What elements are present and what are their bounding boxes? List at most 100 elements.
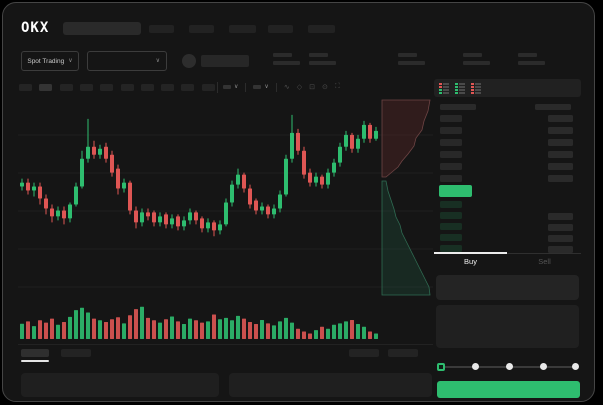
okx-logo[interactable]: OKX xyxy=(21,20,50,36)
book-icon-square xyxy=(439,88,442,91)
last-price-badge[interactable] xyxy=(439,185,472,197)
nav-item-1[interactable] xyxy=(189,25,214,33)
fullscreen-icon[interactable]: ⛶ xyxy=(334,83,340,90)
ticker-stat-2 xyxy=(398,53,425,65)
volume-chart[interactable] xyxy=(18,301,433,341)
slider-dot[interactable] xyxy=(506,363,513,370)
interval-button-7[interactable] xyxy=(161,84,175,91)
bid-amount-2 xyxy=(548,235,573,242)
chart-dropdown-0[interactable]: ∨ xyxy=(223,84,238,90)
bottom-tab-right-0[interactable] xyxy=(349,349,379,357)
book-icon-row xyxy=(455,85,465,88)
tab-sell[interactable]: Sell xyxy=(538,257,551,266)
slider-handle[interactable] xyxy=(437,363,445,371)
slider-dot[interactable] xyxy=(540,363,547,370)
chart-dropdown-1[interactable]: ∨ xyxy=(253,84,269,90)
book-icon-line xyxy=(443,88,449,91)
book-icon-square xyxy=(455,85,458,88)
book-icon-square xyxy=(455,91,458,94)
slider-stop-3[interactable] xyxy=(540,363,547,370)
book-icon-line xyxy=(475,82,481,85)
chart-tool-icons: ∨ ∨ ∿ ◇ ⊡ ⊙ ⛶ xyxy=(223,81,340,93)
interval-button-1[interactable] xyxy=(39,84,53,91)
toolbar-divider xyxy=(275,82,277,92)
interval-button-3[interactable] xyxy=(79,84,93,91)
camera-icon[interactable]: ⊡ xyxy=(309,84,315,91)
market-type-select[interactable]: Spot Trading ∨ xyxy=(21,51,79,71)
bid-price-3[interactable] xyxy=(440,234,462,241)
ticker-stat-1 xyxy=(309,53,336,65)
book-icon-square xyxy=(471,82,474,85)
price-input[interactable] xyxy=(436,275,579,300)
volume-svg xyxy=(20,306,378,339)
book-view-combined-icon[interactable] xyxy=(439,82,449,94)
bid-price-2[interactable] xyxy=(440,223,462,230)
bid-price-1[interactable] xyxy=(440,212,462,219)
interval-button-8[interactable] xyxy=(181,84,195,91)
interval-button-9[interactable] xyxy=(201,84,215,91)
pair-select[interactable]: ∨ xyxy=(87,51,167,71)
ask-price-2[interactable] xyxy=(440,139,462,146)
ask-price-1[interactable] xyxy=(440,127,462,134)
buy-tab-underline xyxy=(434,252,507,254)
nav-item-0[interactable] xyxy=(149,25,174,33)
tab-buy[interactable]: Buy xyxy=(464,257,477,266)
interval-button-0[interactable] xyxy=(19,84,32,91)
book-view-bids-icon[interactable] xyxy=(455,82,465,94)
amount-input[interactable] xyxy=(436,305,579,348)
slider-dot[interactable] xyxy=(472,363,479,370)
price-chart[interactable] xyxy=(18,99,433,298)
settings-icon[interactable]: ⊙ xyxy=(321,84,328,91)
bottom-panel-right[interactable] xyxy=(229,373,432,397)
interval-button-5[interactable] xyxy=(120,84,134,91)
bid-price-0[interactable] xyxy=(440,201,462,208)
interval-button-4[interactable] xyxy=(100,84,114,91)
bottom-tab-1[interactable] xyxy=(61,349,91,357)
stat-value-placeholder xyxy=(309,61,336,65)
eraser-icon[interactable]: ◇ xyxy=(296,84,303,91)
ask-price-0[interactable] xyxy=(440,115,462,122)
bottom-tab-right-1[interactable] xyxy=(388,349,418,357)
book-icon-line xyxy=(459,88,465,91)
slider-dot[interactable] xyxy=(572,363,579,370)
book-icon-row xyxy=(455,88,465,91)
book-icon-line xyxy=(443,91,449,94)
nav-item-2[interactable] xyxy=(229,25,256,33)
interval-button-6[interactable] xyxy=(140,84,154,91)
bottom-tab-active-underline xyxy=(21,360,49,362)
ask-price-3[interactable] xyxy=(440,151,462,158)
stat-label-placeholder xyxy=(309,53,328,57)
book-icon-square xyxy=(455,88,458,91)
book-icon-line xyxy=(443,85,449,88)
book-icon-square xyxy=(439,91,442,94)
bid-price-4[interactable] xyxy=(440,245,462,252)
section-divider xyxy=(18,344,433,345)
bottom-panel-left[interactable] xyxy=(21,373,219,397)
order-book-panel: Buy Sell xyxy=(434,79,581,401)
stat-value-placeholder xyxy=(273,61,300,65)
slider-stop-2[interactable] xyxy=(506,363,513,370)
ask-price-4[interactable] xyxy=(440,163,462,170)
slider-stop-1[interactable] xyxy=(472,363,479,370)
indicator-wave-icon[interactable]: ∿ xyxy=(283,84,290,91)
nav-item-3[interactable] xyxy=(268,25,293,33)
stat-value-placeholder xyxy=(463,61,490,65)
bottom-tab-0[interactable] xyxy=(21,349,49,357)
book-icon-row xyxy=(471,82,481,85)
search-input[interactable] xyxy=(63,22,141,35)
interval-button-2[interactable] xyxy=(59,84,73,91)
ask-amount-3 xyxy=(548,151,573,158)
book-view-asks-icon[interactable] xyxy=(471,82,481,94)
book-icon-line xyxy=(475,85,481,88)
ticker-stat-0 xyxy=(273,53,300,65)
ask-amount-4 xyxy=(548,163,573,170)
buy-submit-button[interactable] xyxy=(437,381,580,398)
book-icon-row xyxy=(439,82,449,85)
nav-item-4[interactable] xyxy=(308,25,335,33)
ask-price-5[interactable] xyxy=(440,175,462,182)
book-icon-row xyxy=(471,91,481,94)
slider-stop-0[interactable] xyxy=(437,363,445,371)
slider-stop-4[interactable] xyxy=(572,363,579,370)
chevron-down-icon: ∨ xyxy=(234,84,239,90)
